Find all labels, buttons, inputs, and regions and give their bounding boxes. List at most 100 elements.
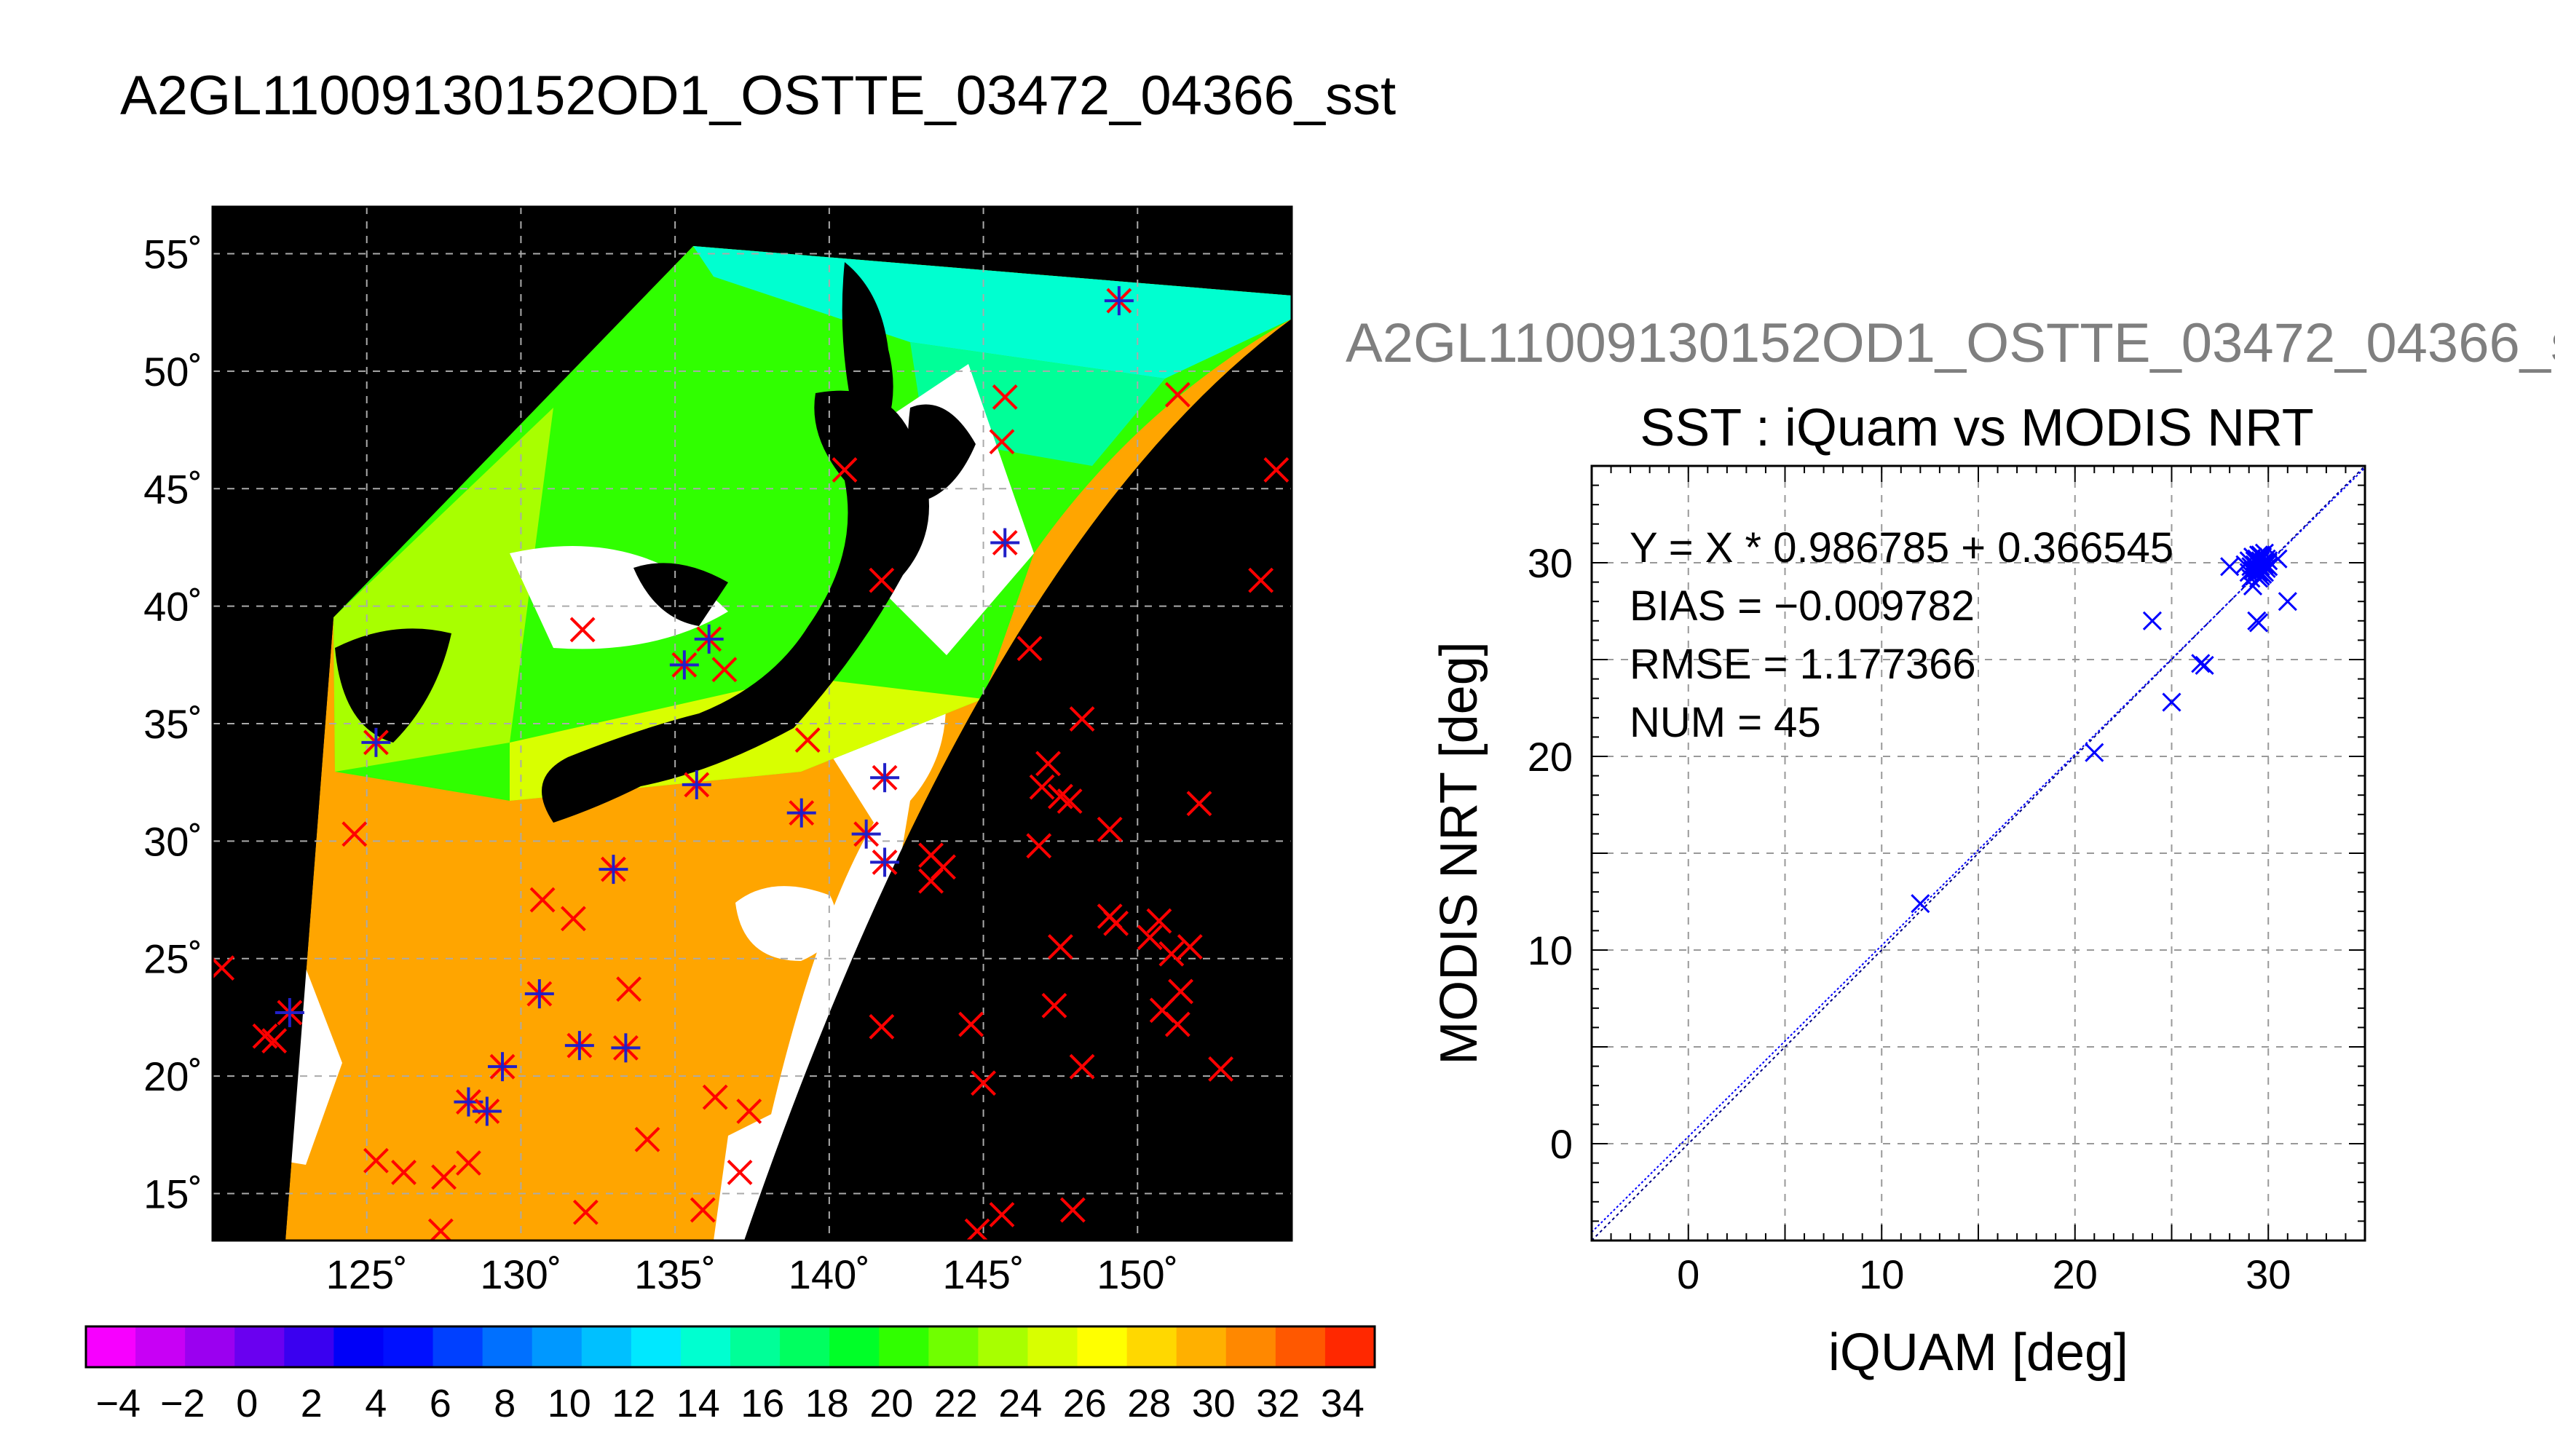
colorbar-tick-label: 20 — [869, 1382, 913, 1425]
colorbar-swatch — [631, 1326, 682, 1367]
map-x-tick-label: 145˚ — [943, 1251, 1024, 1297]
map-marker-insitu — [1057, 788, 1083, 814]
colorbar-tick-label: 24 — [998, 1382, 1042, 1425]
map-marker-insitu — [794, 727, 821, 753]
colorbar-swatch — [234, 1326, 285, 1367]
map-x-tick-label: 125˚ — [326, 1251, 408, 1297]
colorbar-swatch — [1027, 1326, 1078, 1367]
map-marker-insitu — [341, 821, 368, 847]
cloud-patch — [735, 886, 837, 961]
map-marker-insitu — [456, 1150, 481, 1176]
map-marker-insitu — [1177, 934, 1203, 960]
map-marker-insitu — [992, 384, 1018, 410]
scatter-point — [2256, 555, 2276, 574]
colorbar-swatch — [482, 1326, 533, 1367]
map-marker-matched — [361, 727, 391, 757]
colorbar-swatch — [829, 1326, 880, 1367]
map-marker-insitu — [1041, 992, 1067, 1018]
colorbar-swatch — [680, 1326, 731, 1367]
colorbar-swatch — [1324, 1326, 1375, 1367]
swath-cold — [693, 246, 1292, 379]
scatter-points — [1911, 543, 2297, 914]
colorbar-tick-label: 6 — [430, 1382, 451, 1425]
colorbar-tick-label: 14 — [676, 1382, 720, 1425]
map-marker-matched — [694, 624, 724, 654]
map-marker-matched — [990, 528, 1020, 558]
colorbar-swatch — [185, 1326, 235, 1367]
map-y-tick-label: 20˚ — [143, 1053, 202, 1099]
colorbar-tick-label: 16 — [741, 1382, 784, 1425]
map-y-tick-label: 45˚ — [143, 466, 202, 512]
colorbar-tick-label: 30 — [1192, 1382, 1236, 1425]
colorbar-swatch — [1275, 1326, 1326, 1367]
fit-line — [1592, 467, 2365, 1233]
colorbar-tick-label: −4 — [95, 1382, 141, 1425]
map-markers — [213, 286, 1290, 1241]
map-y-tick-label: 25˚ — [143, 936, 202, 982]
scatter-frame — [1590, 464, 2366, 1242]
map-marker-insitu — [971, 1070, 996, 1096]
map-marker-insitu — [727, 1159, 753, 1185]
map-y-tick-label: 40˚ — [143, 584, 202, 630]
map-marker-insitu — [363, 1147, 389, 1174]
scatter-point — [2220, 557, 2240, 577]
map-marker-insitu — [560, 906, 586, 932]
scatter-point — [2251, 545, 2270, 565]
colorbar-swatch — [532, 1326, 583, 1367]
colorbar-swatch — [135, 1326, 186, 1367]
map-x-tick-label: 135˚ — [634, 1251, 716, 1297]
map-marker-insitu — [958, 1011, 984, 1037]
identity-line — [1592, 466, 2365, 1241]
map-marker-insitu — [1103, 910, 1129, 936]
map-marker-insitu — [1208, 1056, 1234, 1082]
scatter-y-tick-label: 0 — [1550, 1121, 1573, 1167]
colorbar-tick-label: 34 — [1321, 1382, 1365, 1425]
colorbar-tick-label: 28 — [1127, 1382, 1171, 1425]
colorbar-swatch — [581, 1326, 632, 1367]
sst-map: 125˚ 130˚ 135˚ 140˚ 145˚ 150˚ 55˚ 50˚ 45˚ 40˚ 35˚ 3… — [143, 205, 1293, 1297]
scatter-x-axis-label: iQUAM [deg] — [1828, 1324, 2128, 1382]
page-title: A2GL11009130152OD1_OSTTE_03472_04366_sst — [120, 65, 1397, 127]
colorbar-swatch — [780, 1326, 830, 1367]
land-gulf — [633, 563, 728, 626]
map-marker-insitu — [1137, 925, 1163, 951]
colorbar-swatch — [1126, 1326, 1177, 1367]
colorbar-swatch — [433, 1326, 483, 1367]
map-marker-insitu — [1164, 1011, 1190, 1037]
scatter-point — [2243, 576, 2263, 596]
map-marker-insitu — [869, 567, 895, 593]
scatter-x-tick-label: 30 — [2246, 1251, 2291, 1297]
scatter-y-tick-label: 30 — [1528, 540, 1573, 586]
map-marker-insitu — [1026, 833, 1052, 859]
map-marker-matched — [669, 650, 699, 680]
scatter-file-title: A2GL11009130152OD1_OSTTE_03472_04366_s — [1346, 312, 2555, 374]
map-y-tick-label: 50˚ — [143, 349, 202, 395]
land-hokkaido — [907, 404, 976, 502]
colorbar: −4 −2 0 2 4 6 8 10 12 14 16 18 20 22 24 26 28 30 32 34 — [84, 1325, 1376, 1425]
scatter-x-tick-label: 0 — [1677, 1251, 1699, 1297]
map-marker-insitu — [634, 1126, 660, 1152]
map-marker-insitu — [261, 1028, 288, 1054]
map-marker-insitu — [690, 1197, 716, 1223]
map-marker-matched — [682, 769, 711, 799]
map-marker-insitu — [1016, 636, 1043, 662]
map-marker-insitu — [616, 976, 642, 1002]
scatter-point — [2241, 557, 2261, 577]
scatter-point — [2191, 654, 2211, 673]
colorbar-tick-label: 8 — [494, 1382, 516, 1425]
colorbar-frame — [84, 1325, 1376, 1369]
colorbar-swatch — [1077, 1326, 1128, 1367]
off-swath — [744, 319, 1292, 1241]
colorbar-swatch — [383, 1326, 434, 1367]
land-sakhalin — [842, 262, 893, 451]
colorbar-tick-label: 2 — [301, 1382, 323, 1425]
map-marker-matched — [611, 1033, 641, 1063]
map-x-tick-label: 140˚ — [789, 1251, 870, 1297]
map-marker-insitu — [427, 1218, 454, 1241]
map-marker-insitu — [918, 868, 944, 894]
map-marker-insitu — [1029, 774, 1055, 800]
colorbar-swatch — [284, 1326, 334, 1367]
colorbar-swatch — [1176, 1326, 1227, 1367]
map-gridlines — [213, 207, 1292, 1241]
map-marker-insitu — [702, 1084, 728, 1110]
